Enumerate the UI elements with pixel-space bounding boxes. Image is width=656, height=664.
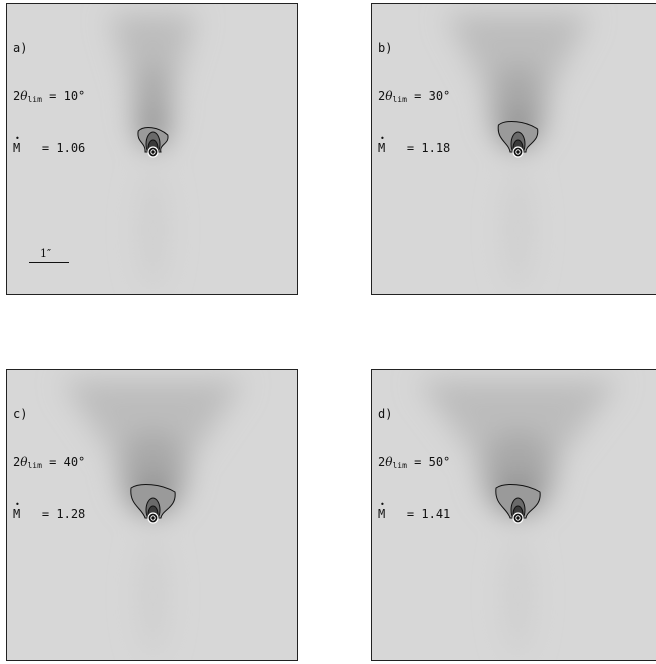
panel-c: c) 2θlim = 40° M = 1.28 [6, 369, 298, 661]
panel-c-label: c) 2θlim = 40° M = 1.28 [13, 374, 85, 554]
mdot-row: M = 1.41 [378, 497, 450, 522]
outflow-cone [109, 14, 197, 290]
core [147, 512, 159, 524]
panel-a: a) 2θlim = 10° M = 1.06 1″ [6, 3, 298, 295]
image-a [109, 14, 197, 290]
panel-b-label: b) 2θlim = 30° M = 1.18 [378, 8, 450, 188]
mdot-row: M = 1.06 [13, 131, 85, 156]
theta-row: 2θlim = 50° [378, 455, 451, 470]
mdot-row: M = 1.18 [378, 131, 450, 156]
panel-a-label: a) 2θlim = 10° M = 1.06 [13, 8, 85, 188]
core [147, 146, 159, 158]
image-c [61, 380, 245, 656]
image-b [445, 14, 591, 290]
panel-b: b) 2θlim = 30° M = 1.18 [371, 3, 656, 295]
panel-id: c) [13, 407, 28, 421]
theta-row: 2θlim = 10° [13, 89, 86, 104]
theta-row: 2θlim = 30° [378, 89, 451, 104]
panel-d: d) 2θlim = 50° M = 1.41 [371, 369, 656, 661]
mdot-row: M = 1.28 [13, 497, 85, 522]
core [512, 512, 524, 524]
core-ring [150, 515, 156, 521]
core-ring [515, 149, 521, 155]
image-d [417, 380, 619, 656]
panel-id: b) [378, 41, 393, 55]
core [512, 146, 524, 158]
core-ring [515, 515, 521, 521]
core-ring [150, 149, 156, 155]
scale-bar-label: 1″ [40, 247, 52, 260]
panel-id: a) [13, 41, 28, 55]
theta-row: 2θlim = 40° [13, 455, 86, 470]
scale-bar [29, 262, 69, 263]
panel-id: d) [378, 407, 393, 421]
panel-d-label: d) 2θlim = 50° M = 1.41 [378, 374, 450, 554]
